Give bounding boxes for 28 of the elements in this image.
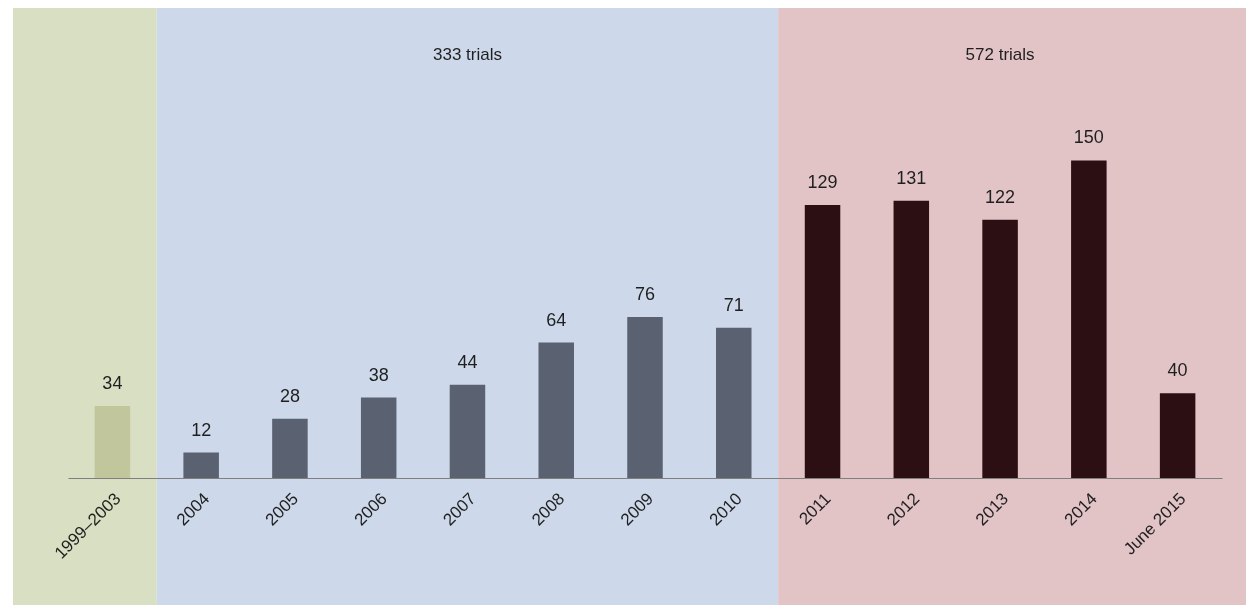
- bar: [893, 200, 930, 478]
- band-label: 572 trials: [965, 45, 1035, 64]
- bar: [272, 418, 308, 478]
- bar: [183, 452, 219, 478]
- bar: [449, 384, 486, 478]
- bar: [804, 204, 841, 478]
- bar: [1159, 393, 1196, 478]
- bar: [94, 406, 131, 478]
- data-label: 76: [634, 284, 656, 305]
- data-label: 129: [807, 171, 838, 192]
- data-label: 131: [896, 167, 927, 188]
- data-label: 122: [985, 186, 1016, 207]
- data-label: 150: [1073, 127, 1104, 148]
- bar: [627, 317, 663, 478]
- data-label: 28: [279, 385, 300, 406]
- data-label: 12: [191, 419, 212, 440]
- data-label: 34: [102, 373, 123, 394]
- bar: [982, 219, 1018, 478]
- data-label: 64: [546, 309, 567, 330]
- bar: [1071, 160, 1107, 478]
- band-label: 333 trials: [432, 45, 502, 64]
- data-label: 71: [723, 294, 744, 315]
- data-label: 40: [1167, 360, 1188, 381]
- data-label: 44: [457, 351, 478, 372]
- bar: [360, 397, 397, 478]
- bar: [716, 327, 752, 478]
- bar: [538, 342, 574, 478]
- data-label: 38: [368, 364, 389, 385]
